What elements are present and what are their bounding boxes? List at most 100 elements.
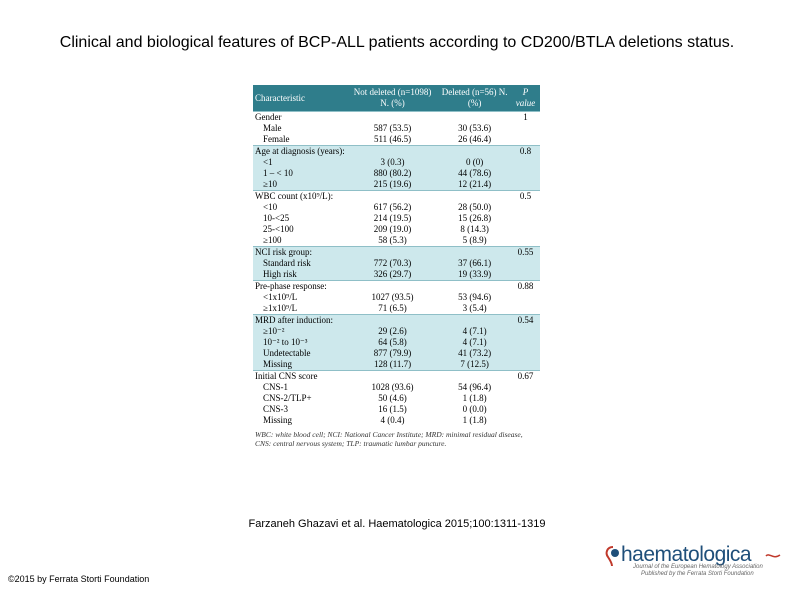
table-group: Initial CNS score 0.67 CNS-1 1028 (93.6) 54 … <box>253 370 540 426</box>
row-not-deleted: 209 (19.0) <box>346 224 439 235</box>
row-pvalue <box>510 415 540 426</box>
row-deleted: 30 (53.6) <box>438 123 511 134</box>
group-label: WBC count (x10⁹/L): <box>253 190 347 202</box>
row-label: ≥10 <box>253 179 347 191</box>
row-label: Undetectable <box>253 348 347 359</box>
row-label: <1x10⁹/L <box>253 292 347 303</box>
row-label: Missing <box>253 415 347 426</box>
group-empty <box>438 145 511 157</box>
row-label: 25-<100 <box>253 224 347 235</box>
features-table: Characteristic Not deleted (n=1098) N. (… <box>253 85 540 426</box>
group-pvalue: 0.88 <box>510 280 540 292</box>
group-pvalue: 0.55 <box>510 246 540 258</box>
group-empty <box>346 111 439 123</box>
table-group-header-row: Gender 1 <box>253 111 540 123</box>
table-row: CNS-3 16 (1.5) 0 (0.0) <box>253 404 540 415</box>
row-label: Missing <box>253 359 347 371</box>
group-label: Initial CNS score <box>253 370 347 382</box>
table-row: CNS-2/TLP+ 50 (4.6) 1 (1.8) <box>253 393 540 404</box>
row-not-deleted: 1027 (93.5) <box>346 292 439 303</box>
row-pvalue <box>510 404 540 415</box>
row-deleted: 4 (7.1) <box>438 337 511 348</box>
row-deleted: 26 (46.4) <box>438 134 511 146</box>
row-not-deleted: 326 (29.7) <box>346 269 439 281</box>
group-label: NCI risk group: <box>253 246 347 258</box>
row-not-deleted: 16 (1.5) <box>346 404 439 415</box>
table-row: 10-<25 214 (19.5) 15 (26.8) <box>253 213 540 224</box>
row-not-deleted: 50 (4.6) <box>346 393 439 404</box>
table-group: Pre-phase response: 0.88 <1x10⁹/L 1027 (93.… <box>253 280 540 315</box>
row-not-deleted: 880 (80.2) <box>346 168 439 179</box>
logo-wordmark: haematologica <box>621 543 752 566</box>
table-group-header-row: WBC count (x10⁹/L): 0.5 <box>253 190 540 202</box>
group-empty <box>438 111 511 123</box>
row-deleted: 41 (73.2) <box>438 348 511 359</box>
row-not-deleted: 3 (0.3) <box>346 157 439 168</box>
row-pvalue <box>510 359 540 371</box>
header-deleted: Deleted (n=56) N. (%) <box>438 85 511 112</box>
table-row: <1x10⁹/L 1027 (93.5) 53 (94.6) <box>253 292 540 303</box>
logo-mark-icon <box>765 554 781 558</box>
table-group: Gender 1 Male 587 (53.5) 30 (53.6) Female 511 … <box>253 111 540 146</box>
group-empty <box>346 370 439 382</box>
table-group-header-row: NCI risk group: 0.55 <box>253 246 540 258</box>
row-label: High risk <box>253 269 347 281</box>
row-pvalue <box>510 202 540 213</box>
row-pvalue <box>510 224 540 235</box>
row-pvalue <box>510 258 540 269</box>
table-group-header-row: Initial CNS score 0.67 <box>253 370 540 382</box>
row-not-deleted: 64 (5.8) <box>346 337 439 348</box>
table-row: High risk 326 (29.7) 19 (33.9) <box>253 269 540 281</box>
table-row: Male 587 (53.5) 30 (53.6) <box>253 123 540 134</box>
row-not-deleted: 214 (19.5) <box>346 213 439 224</box>
group-pvalue: 0.8 <box>510 145 540 157</box>
table-group-header-row: MRD after induction: 0.54 <box>253 314 540 326</box>
group-empty <box>346 190 439 202</box>
table-row: Missing 4 (0.4) 1 (1.8) <box>253 415 540 426</box>
row-pvalue <box>510 348 540 359</box>
group-empty <box>438 314 511 326</box>
row-deleted: 3 (5.4) <box>438 303 511 315</box>
header-not-deleted: Not deleted (n=1098) N. (%) <box>346 85 439 112</box>
row-deleted: 53 (94.6) <box>438 292 511 303</box>
group-pvalue: 0.5 <box>510 190 540 202</box>
row-deleted: 0 (0.0) <box>438 404 511 415</box>
group-label: MRD after induction: <box>253 314 347 326</box>
row-not-deleted: 1028 (93.6) <box>346 382 439 393</box>
row-label: CNS-3 <box>253 404 347 415</box>
row-label: 10⁻² to 10⁻³ <box>253 337 347 348</box>
group-label: Pre-phase response: <box>253 280 347 292</box>
row-pvalue <box>510 382 540 393</box>
row-deleted: 1 (1.8) <box>438 393 511 404</box>
row-label: 10-<25 <box>253 213 347 224</box>
row-deleted: 1 (1.8) <box>438 415 511 426</box>
table-group-header-row: Age at diagnosis (years): 0.8 <box>253 145 540 157</box>
table-group: Age at diagnosis (years): 0.8 <1 3 (0.3) 0 (… <box>253 145 540 191</box>
row-pvalue <box>510 326 540 337</box>
table-row: <10 617 (56.2) 28 (50.0) <box>253 202 540 213</box>
table-row: CNS-1 1028 (93.6) 54 (96.4) <box>253 382 540 393</box>
row-pvalue <box>510 123 540 134</box>
group-empty <box>346 246 439 258</box>
group-empty <box>438 370 511 382</box>
row-not-deleted: 58 (5.3) <box>346 235 439 247</box>
table-row: ≥100 58 (5.3) 5 (8.9) <box>253 235 540 247</box>
group-empty <box>346 145 439 157</box>
row-deleted: 28 (50.0) <box>438 202 511 213</box>
group-empty <box>438 280 511 292</box>
table-row: 10⁻² to 10⁻³ 64 (5.8) 4 (7.1) <box>253 337 540 348</box>
row-deleted: 0 (0) <box>438 157 511 168</box>
haematologica-logo: haematologica Journal of the European He… <box>603 543 785 577</box>
logo-tagline-2: Published by the Ferrata Storti Foundati… <box>641 571 754 577</box>
row-deleted: 7 (12.5) <box>438 359 511 371</box>
row-label: CNS-1 <box>253 382 347 393</box>
table-group: NCI risk group: 0.55 Standard risk 772 (70.… <box>253 246 540 281</box>
row-deleted: 44 (78.6) <box>438 168 511 179</box>
row-pvalue <box>510 292 540 303</box>
row-label: ≥10⁻² <box>253 326 347 337</box>
row-pvalue <box>510 235 540 247</box>
table-row: Missing 128 (11.7) 7 (12.5) <box>253 359 540 371</box>
row-not-deleted: 772 (70.3) <box>346 258 439 269</box>
group-label: Age at diagnosis (years): <box>253 145 347 157</box>
table-row: Undetectable 877 (79.9) 41 (73.2) <box>253 348 540 359</box>
